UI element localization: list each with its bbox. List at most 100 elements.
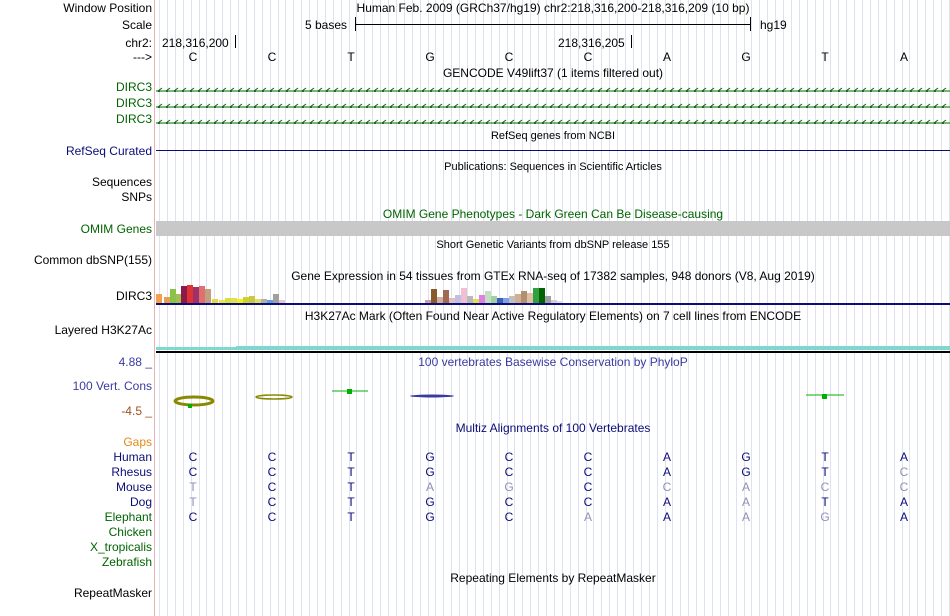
- cons-glyphs[interactable]: [156, 385, 950, 411]
- gencode-transcript-1[interactable]: [156, 84, 950, 92]
- repeatmasker-track-title[interactable]: Repeating Elements by RepeatMasker: [450, 571, 656, 585]
- gencode-label-2[interactable]: DIRC3: [115, 96, 152, 110]
- gtex-tissue-bar[interactable]: [527, 293, 533, 303]
- gtex-tissue-bar[interactable]: [491, 296, 497, 303]
- cons-label[interactable]: 100 Vert. Cons: [72, 379, 152, 393]
- reference-base: G: [741, 50, 751, 64]
- gtex-tissue-bar[interactable]: [473, 299, 479, 303]
- gtex-tissue-bar[interactable]: [219, 300, 225, 303]
- gtex-tissue-bar[interactable]: [551, 300, 557, 303]
- multiz-species-label[interactable]: Mouse: [115, 480, 152, 494]
- omim-track-title[interactable]: OMIM Gene Phenotypes - Dark Green Can Be…: [382, 207, 724, 221]
- gtex-tissue-bar[interactable]: [521, 291, 527, 303]
- refseq-gene-line[interactable]: [156, 150, 950, 151]
- refseq-label[interactable]: RefSeq Curated: [65, 144, 152, 158]
- h3k27ac-label[interactable]: Layered H3K27Ac: [54, 323, 152, 337]
- publications-snps-label[interactable]: SNPs: [121, 190, 152, 204]
- multiz-species-label[interactable]: Zebrafish: [101, 555, 152, 569]
- multiz-species-label[interactable]: Dog: [129, 495, 152, 509]
- gtex-tissue-bar[interactable]: [199, 286, 205, 303]
- refseq-track-title[interactable]: RefSeq genes from NCBI: [490, 130, 616, 142]
- gencode-label-1[interactable]: DIRC3: [115, 80, 152, 94]
- window-position-label: Window Position: [63, 1, 152, 15]
- gtex-tissue-bar[interactable]: [225, 298, 231, 303]
- gtex-tissue-bar[interactable]: [176, 294, 182, 303]
- gtex-tissue-bar[interactable]: [443, 290, 449, 303]
- multiz-base: G: [504, 480, 514, 494]
- gtex-tissue-bar[interactable]: [515, 294, 521, 303]
- multiz-base: C: [267, 480, 277, 494]
- gtex-tissue-bar[interactable]: [273, 294, 279, 303]
- gtex-tissue-bar[interactable]: [467, 296, 473, 303]
- gtex-tissue-bar[interactable]: [205, 289, 211, 303]
- multiz-base: G: [425, 510, 435, 524]
- gencode-track-title[interactable]: GENCODE V49lift37 (1 items filtered out): [442, 66, 664, 80]
- gtex-tissue-bar[interactable]: [249, 296, 255, 303]
- grid-line: [254, 0, 255, 616]
- gtex-track-title[interactable]: Gene Expression in 54 tissues from GTEx …: [291, 269, 815, 283]
- multiz-base: A: [741, 480, 750, 494]
- gtex-tissue-bar[interactable]: [437, 297, 443, 303]
- coord-start-tick: [235, 35, 236, 48]
- multiz-base: T: [347, 510, 355, 524]
- grid-line: [862, 0, 863, 616]
- gtex-tissue-bar[interactable]: [255, 299, 261, 303]
- gtex-tissue-bar[interactable]: [545, 296, 551, 303]
- multiz-species-label[interactable]: X_tropicalis: [89, 540, 152, 554]
- multiz-species-label[interactable]: Human: [113, 450, 152, 464]
- gtex-tissue-bar[interactable]: [509, 296, 515, 303]
- multiz-base: A: [899, 510, 908, 524]
- gtex-tissue-bar[interactable]: [164, 297, 170, 303]
- gtex-tissue-bar[interactable]: [539, 288, 545, 303]
- gtex-tissue-bar[interactable]: [243, 297, 249, 303]
- repeatmasker-label[interactable]: RepeatMasker: [73, 586, 152, 600]
- cons-track-title[interactable]: 100 vertebrates Basewise Conservation by…: [418, 355, 688, 369]
- gtex-tissue-bar[interactable]: [455, 295, 461, 303]
- gtex-tissue-bar[interactable]: [425, 300, 431, 303]
- reference-base: C: [188, 50, 198, 64]
- gencode-label-3[interactable]: DIRC3: [115, 112, 152, 126]
- h3k27ac-signal-low[interactable]: [156, 347, 236, 350]
- gtex-tissue-bar[interactable]: [181, 286, 187, 303]
- gtex-tissue-bar[interactable]: [461, 288, 467, 303]
- multiz-gaps-label[interactable]: Gaps: [123, 435, 152, 449]
- gtex-tissue-bar[interactable]: [231, 298, 237, 303]
- publications-sequences-label[interactable]: Sequences: [91, 175, 152, 189]
- omim-label[interactable]: OMIM Genes: [80, 222, 152, 236]
- grid-line: [815, 0, 816, 616]
- multiz-track-title[interactable]: Multiz Alignments of 100 Vertebrates: [455, 421, 651, 435]
- gtex-tissue-bar[interactable]: [193, 287, 199, 303]
- gtex-tissue-bar[interactable]: [212, 299, 218, 303]
- gtex-tissue-bar[interactable]: [170, 289, 176, 303]
- gtex-tissue-bar[interactable]: [449, 298, 455, 303]
- gencode-transcript-2[interactable]: [156, 100, 950, 108]
- omim-phenotype-bar[interactable]: [156, 221, 950, 236]
- gtex-tissue-bar[interactable]: [503, 298, 509, 303]
- multiz-base: G: [425, 495, 435, 509]
- gtex-tissue-bar[interactable]: [267, 300, 273, 303]
- gtex-tissue-bar[interactable]: [431, 289, 437, 303]
- dbsnp-label[interactable]: Common dbSNP(155): [33, 253, 152, 267]
- gtex-tissue-bar[interactable]: [557, 301, 563, 303]
- publications-track-title[interactable]: Publications: Sequences in Scientific Ar…: [444, 161, 662, 173]
- gtex-tissue-bar[interactable]: [533, 288, 539, 303]
- gtex-tissue-bar[interactable]: [261, 299, 267, 303]
- gtex-tissue-bar[interactable]: [497, 298, 503, 303]
- gencode-transcript-3[interactable]: [156, 116, 950, 124]
- multiz-base: C: [662, 480, 672, 494]
- gtex-tissue-bar[interactable]: [485, 291, 491, 303]
- gtex-tissue-bar[interactable]: [479, 295, 485, 303]
- multiz-species-label[interactable]: Chicken: [108, 525, 152, 539]
- gtex-tissue-bar[interactable]: [279, 300, 285, 303]
- h3k27ac-track-title[interactable]: H3K27Ac Mark (Often Found Near Active Re…: [304, 309, 802, 323]
- multiz-species-label[interactable]: Rhesus: [111, 465, 152, 479]
- gtex-expression-bars[interactable]: [156, 284, 563, 303]
- gtex-tissue-bar[interactable]: [237, 299, 243, 303]
- multiz-species-label[interactable]: Elephant: [104, 510, 152, 524]
- gtex-tissue-bar[interactable]: [156, 294, 162, 303]
- dbsnp-track-title[interactable]: Short Genetic Variants from dbSNP releas…: [436, 239, 670, 251]
- h3k27ac-signal[interactable]: [236, 346, 950, 350]
- grid-line: [728, 0, 729, 616]
- gtex-label[interactable]: DIRC3: [115, 289, 152, 303]
- gtex-tissue-bar[interactable]: [187, 285, 193, 303]
